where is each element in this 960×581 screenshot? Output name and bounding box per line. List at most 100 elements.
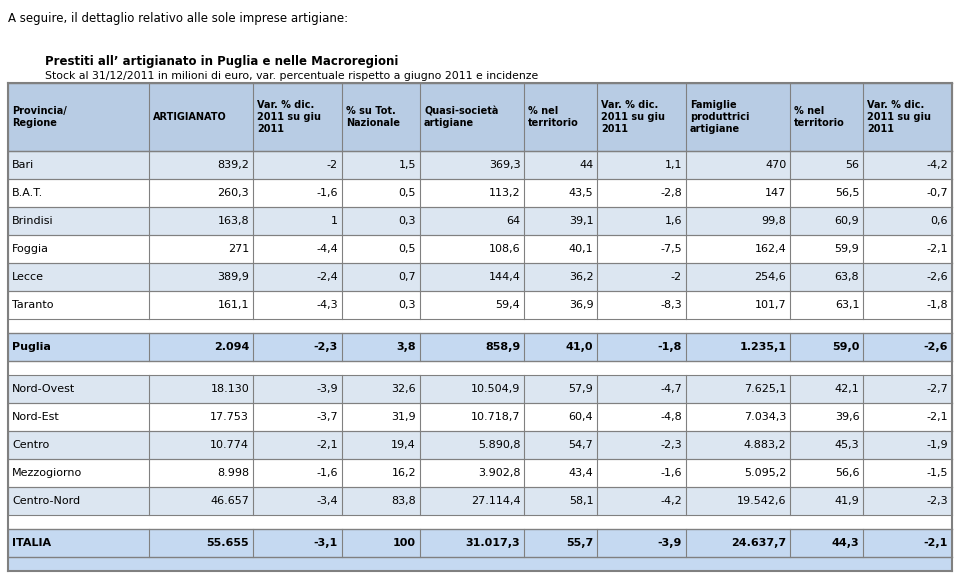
Bar [8, 529, 952, 557]
Text: -1,5: -1,5 [926, 468, 948, 478]
Text: 41,0: 41,0 [565, 342, 593, 352]
Text: -2,7: -2,7 [926, 384, 948, 394]
Text: 254,6: 254,6 [755, 272, 786, 282]
Text: Puglia: Puglia [12, 342, 51, 352]
Bar [8, 375, 952, 403]
Text: 1,1: 1,1 [664, 160, 682, 170]
Text: A seguire, il dettaglio relativo alle sole imprese artigiane:: A seguire, il dettaglio relativo alle so… [8, 12, 348, 25]
Text: -2,3: -2,3 [926, 496, 948, 506]
Text: % nel
territorio: % nel territorio [794, 106, 845, 128]
Text: 10.774: 10.774 [210, 440, 250, 450]
Text: -1,8: -1,8 [926, 300, 948, 310]
Text: Taranto: Taranto [12, 300, 54, 310]
Text: B.A.T.: B.A.T. [12, 188, 43, 198]
Text: 27.114,4: 27.114,4 [470, 496, 520, 506]
Text: -2,1: -2,1 [926, 412, 948, 422]
Bar [8, 235, 952, 263]
Text: 39,1: 39,1 [568, 216, 593, 226]
Text: 56,6: 56,6 [835, 468, 859, 478]
Text: -3,7: -3,7 [316, 412, 338, 422]
Text: 2.094: 2.094 [214, 342, 250, 352]
Text: 46.657: 46.657 [210, 496, 250, 506]
Text: 55.655: 55.655 [206, 538, 250, 548]
Text: 369,3: 369,3 [489, 160, 520, 170]
Text: Provincia/
Regione: Provincia/ Regione [12, 106, 67, 128]
Text: 40,1: 40,1 [568, 244, 593, 254]
Text: 0,5: 0,5 [398, 188, 416, 198]
Text: ITALIA: ITALIA [12, 538, 51, 548]
Text: 10.504,9: 10.504,9 [471, 384, 520, 394]
Text: Centro-Nord: Centro-Nord [12, 496, 80, 506]
Text: 1: 1 [331, 216, 338, 226]
Text: 7.034,3: 7.034,3 [744, 412, 786, 422]
Bar [8, 263, 952, 291]
Text: 8.998: 8.998 [217, 468, 250, 478]
Text: 56,5: 56,5 [835, 188, 859, 198]
Text: -2,8: -2,8 [660, 188, 682, 198]
Text: 64: 64 [506, 216, 520, 226]
Text: 100: 100 [393, 538, 416, 548]
Text: -2,3: -2,3 [660, 440, 682, 450]
Text: 42,1: 42,1 [834, 384, 859, 394]
Text: 1,5: 1,5 [398, 160, 416, 170]
Text: Famiglie
produttrici
artigiane: Famiglie produttrici artigiane [690, 101, 750, 134]
Text: -1,9: -1,9 [926, 440, 948, 450]
Text: 470: 470 [765, 160, 786, 170]
Text: ARTIGIANATO: ARTIGIANATO [153, 112, 227, 122]
Text: 271: 271 [228, 244, 250, 254]
Text: -4,7: -4,7 [660, 384, 682, 394]
Text: 54,7: 54,7 [568, 440, 593, 450]
Text: 163,8: 163,8 [218, 216, 250, 226]
Text: 7.625,1: 7.625,1 [744, 384, 786, 394]
Text: 43,4: 43,4 [568, 468, 593, 478]
Text: 19,4: 19,4 [392, 440, 416, 450]
Text: 39,6: 39,6 [834, 412, 859, 422]
Text: -3,9: -3,9 [316, 384, 338, 394]
Text: Foggia: Foggia [12, 244, 49, 254]
Text: 44: 44 [579, 160, 593, 170]
Text: -8,3: -8,3 [660, 300, 682, 310]
Bar [8, 319, 952, 333]
Bar [8, 333, 952, 361]
Text: -2: -2 [671, 272, 682, 282]
Text: 44,3: 44,3 [831, 538, 859, 548]
Text: 17.753: 17.753 [210, 412, 250, 422]
Text: 32,6: 32,6 [392, 384, 416, 394]
Text: -3,9: -3,9 [658, 538, 682, 548]
Text: 31.017,3: 31.017,3 [466, 538, 520, 548]
Text: 43,5: 43,5 [568, 188, 593, 198]
Text: -2,3: -2,3 [314, 342, 338, 352]
Text: 0,6: 0,6 [930, 216, 948, 226]
Text: -2,6: -2,6 [926, 272, 948, 282]
Text: -4,2: -4,2 [660, 496, 682, 506]
Text: 16,2: 16,2 [392, 468, 416, 478]
Text: -1,6: -1,6 [316, 468, 338, 478]
Text: 41,9: 41,9 [834, 496, 859, 506]
Bar [8, 515, 952, 529]
Text: 24.637,7: 24.637,7 [732, 538, 786, 548]
Text: 858,9: 858,9 [485, 342, 520, 352]
Text: -2,1: -2,1 [926, 244, 948, 254]
Text: 389,9: 389,9 [217, 272, 250, 282]
Bar [8, 459, 952, 487]
Text: 113,2: 113,2 [489, 188, 520, 198]
Text: 3,8: 3,8 [396, 342, 416, 352]
Text: -2,6: -2,6 [924, 342, 948, 352]
Text: Brindisi: Brindisi [12, 216, 54, 226]
Text: 60,4: 60,4 [568, 412, 593, 422]
Text: 36,2: 36,2 [568, 272, 593, 282]
Text: 45,3: 45,3 [834, 440, 859, 450]
Text: 3.902,8: 3.902,8 [478, 468, 520, 478]
Text: -4,8: -4,8 [660, 412, 682, 422]
Text: 19.542,6: 19.542,6 [737, 496, 786, 506]
Text: -0,7: -0,7 [926, 188, 948, 198]
Text: Var. % dic.
2011 su giu
2011: Var. % dic. 2011 su giu 2011 [867, 101, 931, 134]
Text: Var. % dic.
2011 su giu
2011: Var. % dic. 2011 su giu 2011 [257, 101, 322, 134]
Text: 0,7: 0,7 [398, 272, 416, 282]
Text: 162,4: 162,4 [755, 244, 786, 254]
Text: 108,6: 108,6 [489, 244, 520, 254]
Text: -1,8: -1,8 [658, 342, 682, 352]
Bar [8, 179, 952, 207]
Text: 5.890,8: 5.890,8 [478, 440, 520, 450]
Text: -3,4: -3,4 [316, 496, 338, 506]
